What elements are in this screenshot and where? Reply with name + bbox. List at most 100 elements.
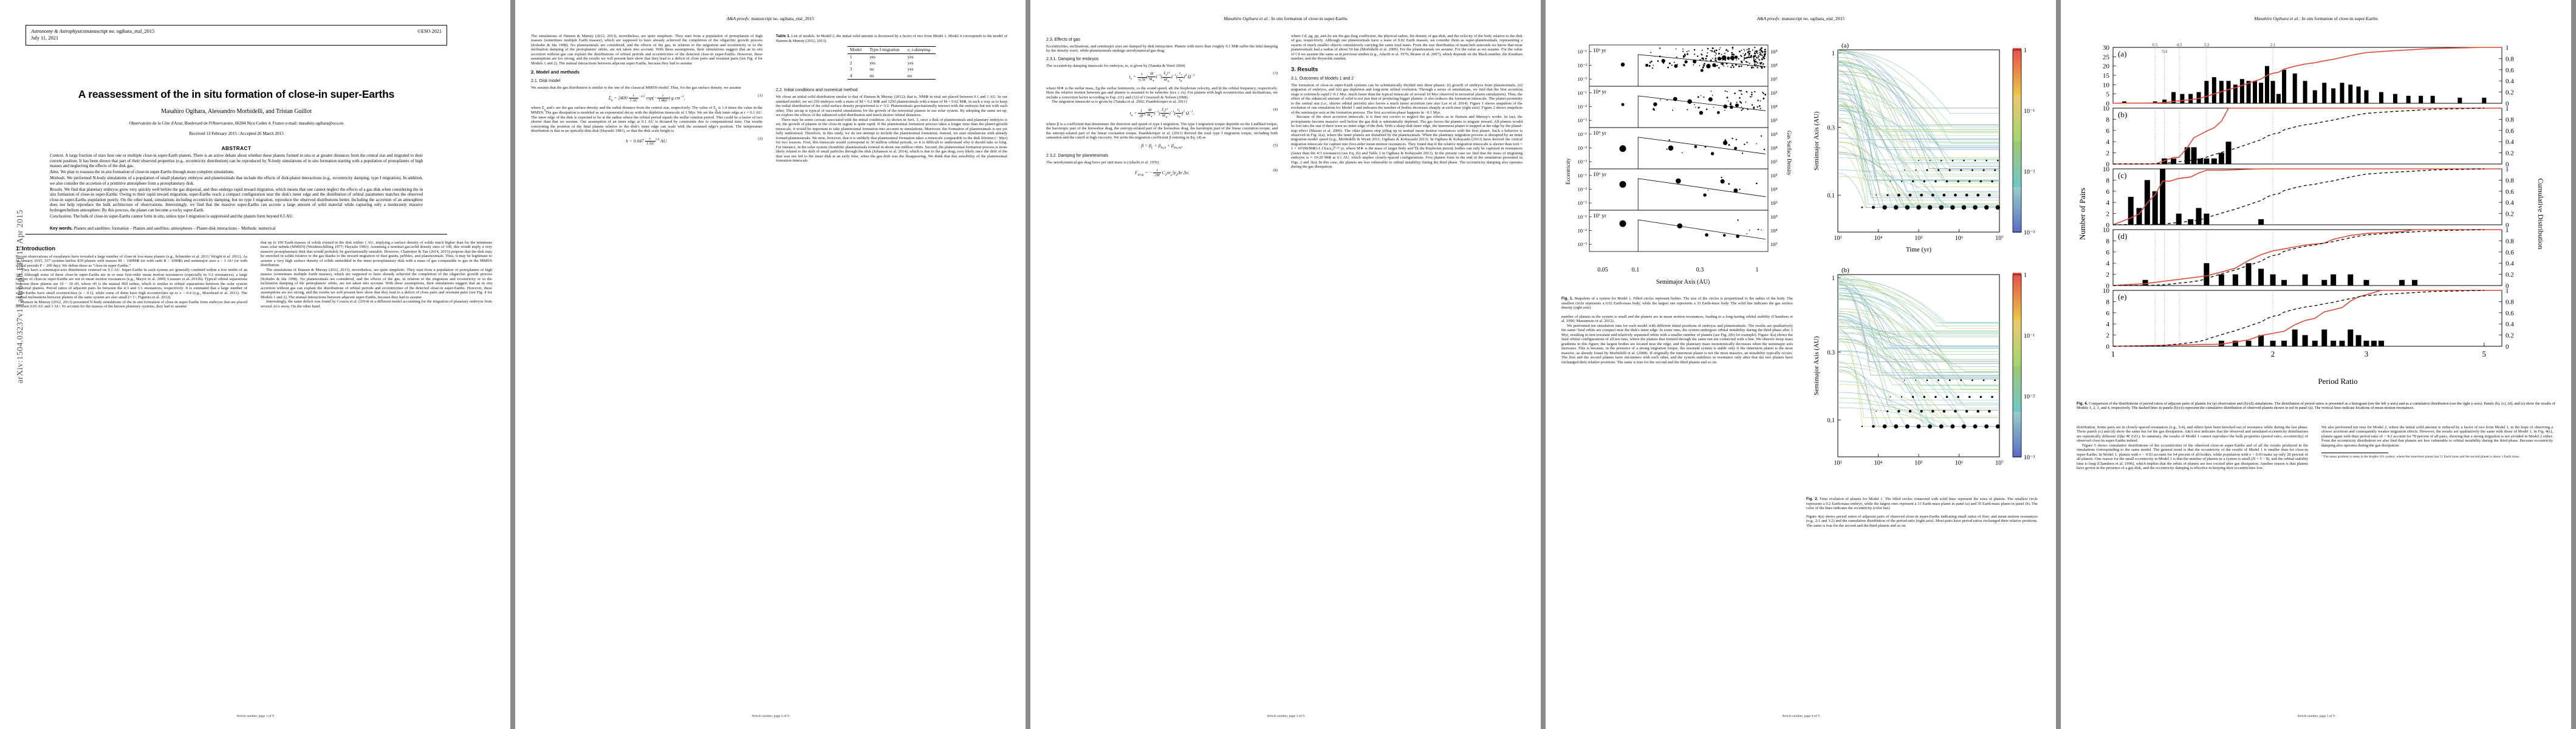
- journal-masthead: ©ESO 2021 Astronomy & Astrophysicsmanusc…: [26, 25, 447, 46]
- fig1-ytick-right: 10⁴: [1770, 227, 1778, 233]
- paragraph: distribution. Some pairs are in closely-…: [2077, 425, 2308, 443]
- fig4-resonance-label: 3:2: [2204, 43, 2209, 47]
- fig2-xtick: 10³: [1834, 460, 1842, 467]
- page-footer-5: Article number, page 5 of 9: [2297, 714, 2335, 718]
- section-heading-results: 3. Results: [1291, 65, 1318, 72]
- column-right: We also performed ten runs for Model 2, …: [2321, 425, 2553, 471]
- fig1-ytick-right: 10³: [1770, 76, 1778, 82]
- paragraph: We also performed ten runs for Model 2, …: [2321, 425, 2553, 448]
- paragraph: We performed ten simulation runs for eac…: [1561, 323, 1793, 364]
- fig4-ytick: 6: [2106, 128, 2110, 135]
- received-accepted: Received 13 February 2015 / Accepted 26 …: [189, 131, 284, 136]
- abstract-para: Aims. We plan to reassess the in situ fo…: [50, 169, 235, 175]
- fig4-ytick-right: 1: [2506, 44, 2509, 52]
- fig4-panel-label: (a): [2118, 49, 2126, 58]
- fig1-ytick: 10⁻³: [1577, 76, 1587, 82]
- fig4-ytick: 8: [2106, 238, 2110, 245]
- paragraph: where Cd, ρg, ρp, and Δv are the gas dra…: [1291, 34, 1523, 61]
- table-row: 3 no yes: [849, 66, 914, 72]
- fig4-ytick: 4: [2106, 139, 2110, 146]
- paragraph: Recent observations of exoplanets have r…: [16, 254, 247, 268]
- paragraph: The formation of close-in super-Earth sy…: [1291, 83, 1523, 115]
- affiliation: Observatoire de la Côte d'Azur, Boulevar…: [129, 121, 344, 126]
- body-columns: 1. Introduction Recent observations of e…: [16, 241, 495, 309]
- figure-1-svg: Eccentricity Semimajor Axis (AU) Gas Sur…: [1565, 44, 1792, 286]
- equation: te = 1 0.78(M M∗)−1(Σgr² M∗)−1(cs vK)4 Ω−1 (…: [1129, 71, 1278, 83]
- fig4-ytick: 4: [2106, 260, 2110, 267]
- fig1-xtick: 0.3: [1696, 267, 1704, 273]
- column-right: (a) 1 0.3 0.1 Semimajor Axis (AU) 10³ 10⁴ 10⁵ 10…: [1806, 32, 2044, 528]
- column-right: that up to 100 Earth masses of solids ex…: [261, 241, 492, 309]
- fig4-resonance-label: 6:5: [2153, 43, 2158, 47]
- fig2-ytick: 1: [1832, 50, 1835, 57]
- fig4-ytick-right: 0.4: [2506, 139, 2514, 146]
- fig4-ytick: 0: [2106, 282, 2110, 290]
- running-head: A&A proofs: manuscript no. ogihara_etal_…: [1756, 16, 1845, 21]
- fig2-colorbar-tick: 10⁻³: [2024, 230, 2035, 236]
- fig4-ytick: 10: [2103, 81, 2110, 89]
- fig4-resonance-label: 4:3: [2177, 43, 2182, 47]
- subsection-heading: 2.3.1. Damping for embryos: [1046, 56, 1099, 61]
- footnote: ¹ The mean gradient is steep in the Kepl…: [2321, 455, 2520, 459]
- copyright-notice: ©ESO 2021: [417, 29, 442, 34]
- fig2-ytick: 0.1: [1828, 417, 1835, 424]
- fig4-ytick-right: 0.4: [2506, 199, 2514, 207]
- table-header-cell: Type I migration: [867, 46, 905, 54]
- fig4-ytick-right: 0: [2506, 343, 2509, 351]
- paragraph: where Σg and r are the gas surface densi…: [531, 105, 762, 134]
- fig4-ytick-right: 1: [2506, 105, 2509, 112]
- table-header-cell: Model: [847, 46, 868, 54]
- fig4-ytick-right: 0.2: [2506, 211, 2514, 218]
- fig1-ytick: 10⁻³: [1577, 241, 1587, 247]
- fig1-ytick-right: 10⁵: [1770, 90, 1778, 96]
- fig1-xtick: 1: [1756, 267, 1759, 273]
- table-row: 2 yes yes: [849, 60, 914, 66]
- fig4-ytick: 0: [2106, 100, 2110, 108]
- paragraph: The migration timescale ta is given by (…: [1052, 100, 1187, 104]
- page-footer-1: Article number, page 1 of 9: [236, 714, 274, 718]
- column-right: Table 1. List of models. In Model 2, the…: [776, 34, 1007, 163]
- page-4: A&A proofs: manuscript no. ogihara_etal_…: [1546, 0, 2056, 729]
- fig1-ytick-right: 10⁵: [1770, 131, 1778, 137]
- abstract-para: Results. We find that planetary embryos …: [50, 187, 423, 213]
- fig4-ytick: 10: [2103, 287, 2110, 295]
- fig4-ytick: 2: [2106, 272, 2110, 279]
- fig4-panel-label: (b): [2118, 110, 2127, 119]
- abstract-body: Context. A large fraction of stars host …: [50, 153, 423, 220]
- fig4-ytick: 2: [2106, 150, 2110, 157]
- fig1-ytick-right: 10⁵: [1770, 173, 1778, 179]
- fig2-ytick: 0.1: [1828, 193, 1835, 199]
- table-header-cell: e, i-damping: [905, 46, 936, 54]
- table-row: 4 no no: [847, 72, 936, 80]
- fig4-ytick: 0: [2106, 161, 2110, 168]
- fig1-ytick-right: 10⁴: [1770, 103, 1778, 109]
- figure-1: Eccentricity Semimajor Axis (AU) Gas Sur…: [1561, 32, 1793, 310]
- fig1-ytick: 10⁻³: [1577, 117, 1587, 123]
- column-left: distribution. Some pairs are in closely-…: [2077, 425, 2308, 471]
- abstract-para: Conclusions. The bulk of close-in super-…: [50, 213, 293, 219]
- fig4-resonance-label: 5:4: [2162, 49, 2167, 54]
- subsection-heading: 2.1. Disk model: [531, 79, 561, 84]
- fig1-panel-label: 10⁷ yr: [1593, 213, 1606, 219]
- fig4-ytick: 4: [2106, 199, 2110, 207]
- fig4-ytick: 20: [2103, 63, 2110, 70]
- author-list: Masahiro Ogihara, Alessandro Morbidelli,…: [161, 108, 312, 115]
- fig4-ytick: 15: [2103, 72, 2110, 80]
- running-head: Masahiro Ogihara et al.: In situ formati…: [1224, 16, 1348, 21]
- paragraph: where M∗ is the stellar mass, Σg the ste…: [1046, 86, 1278, 100]
- paragraph: There may be some caveats associated wit…: [776, 117, 1007, 163]
- fig2-ytick: 1: [1832, 275, 1835, 282]
- fig4-ytick-right: 1: [2506, 227, 2509, 234]
- fig1-ytick: 10⁻²: [1577, 145, 1587, 151]
- column-left: 2.3. Effects of gas Eccentricities, incl…: [1046, 34, 1278, 180]
- page-title: A reassessment of the in situ formation …: [78, 88, 395, 100]
- fig4-ytick: 10: [2103, 105, 2110, 112]
- fig1-ytick-right: 10⁵: [1770, 49, 1778, 55]
- fig2-xtick: 10⁷: [1995, 460, 2004, 467]
- fig4-xlabel: Period Ratio: [2318, 377, 2357, 386]
- fig4-ytick: 2: [2106, 211, 2110, 218]
- fig4-ytick-right: 0.2: [2506, 272, 2514, 279]
- page-footer-2: Article number, page 2 of 9: [752, 714, 789, 718]
- manuscript-number: manuscript no. ogihara_etal_2015: [85, 29, 155, 34]
- fig1-ytick-right: 10⁵: [1770, 214, 1778, 220]
